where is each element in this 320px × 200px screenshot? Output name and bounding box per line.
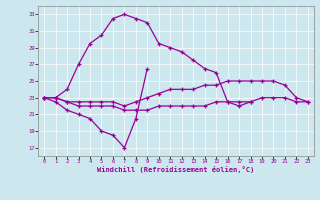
X-axis label: Windchill (Refroidissement éolien,°C): Windchill (Refroidissement éolien,°C) [97, 166, 255, 173]
